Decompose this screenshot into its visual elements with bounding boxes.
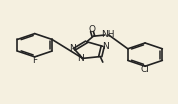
Text: Cl: Cl — [141, 65, 150, 74]
Text: N: N — [77, 54, 84, 63]
Text: N: N — [102, 42, 109, 51]
Text: O: O — [88, 25, 95, 34]
Text: N: N — [69, 44, 75, 53]
Text: NH: NH — [101, 30, 115, 39]
Text: F: F — [32, 56, 37, 64]
